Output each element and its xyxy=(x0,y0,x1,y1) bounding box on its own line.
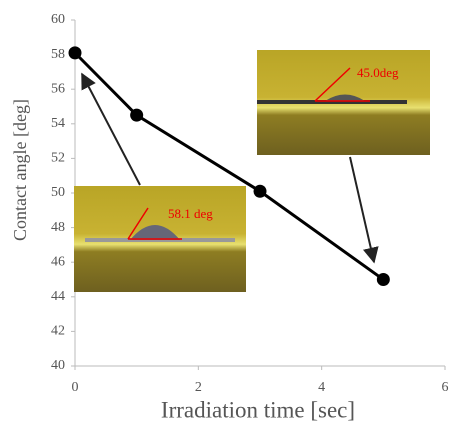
point xyxy=(253,184,267,198)
arrow xyxy=(349,156,379,264)
point xyxy=(130,108,144,122)
x-tick-label: 4 xyxy=(318,380,325,395)
y-tick-label: 52 xyxy=(51,151,65,166)
y-tick-label: 46 xyxy=(51,254,65,269)
y-tick-label: 42 xyxy=(51,324,65,339)
y-tick-label: 50 xyxy=(51,185,65,200)
y-tick-label: 54 xyxy=(51,116,65,131)
photo-inset: 58.1 deg xyxy=(74,186,246,292)
y-tick-label: 60 xyxy=(51,12,65,27)
annotation: 45.0deg xyxy=(357,65,399,80)
y-tick-label: 48 xyxy=(51,220,65,235)
y-axis-label: Contact angle [deg] xyxy=(10,99,30,241)
y-tick-label: 58 xyxy=(51,47,65,62)
x-tick-label: 0 xyxy=(72,380,79,395)
y-tick-label: 44 xyxy=(51,289,65,304)
x-tick-label: 2 xyxy=(195,380,202,395)
x-tick-label: 6 xyxy=(442,380,449,395)
arrow xyxy=(81,72,141,186)
plot xyxy=(68,46,390,286)
annotation: 58.1 deg xyxy=(168,206,213,221)
y-tick-label: 56 xyxy=(51,81,65,96)
x-axis-label: Irradiation time [sec] xyxy=(161,397,355,422)
photo-inset: 45.0deg xyxy=(257,50,430,155)
point xyxy=(68,46,82,60)
y-tick-label: 40 xyxy=(51,358,65,373)
series-line xyxy=(73,51,385,281)
point xyxy=(376,273,390,286)
